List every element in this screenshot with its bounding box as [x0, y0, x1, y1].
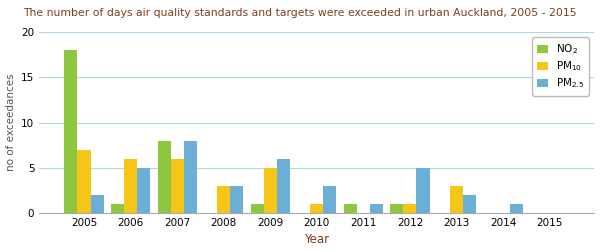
Bar — [137, 168, 150, 213]
Bar — [310, 204, 323, 213]
X-axis label: Year: Year — [304, 233, 329, 246]
Legend: NO$_2$, PM$_{10}$, PM$_{2.5}$: NO$_2$, PM$_{10}$, PM$_{2.5}$ — [532, 38, 589, 96]
Bar — [416, 168, 430, 213]
Bar — [91, 195, 104, 213]
Bar — [323, 186, 337, 213]
Bar — [463, 195, 476, 213]
Bar — [403, 204, 416, 213]
Bar — [277, 159, 290, 213]
Bar — [158, 141, 170, 213]
Bar — [370, 204, 383, 213]
Bar — [217, 186, 230, 213]
Bar — [264, 168, 277, 213]
Bar — [509, 204, 523, 213]
Bar — [77, 150, 91, 213]
Bar — [111, 204, 124, 213]
Bar — [124, 159, 137, 213]
Bar — [184, 141, 197, 213]
Bar — [344, 204, 357, 213]
Bar — [391, 204, 403, 213]
Bar — [230, 186, 243, 213]
Bar — [64, 50, 77, 213]
Y-axis label: no of exceedances: no of exceedances — [5, 74, 16, 171]
Bar — [450, 186, 463, 213]
Bar — [251, 204, 264, 213]
Bar — [170, 159, 184, 213]
Text: The number of days air quality standards and targets were exceeded in urban Auck: The number of days air quality standards… — [23, 8, 577, 18]
